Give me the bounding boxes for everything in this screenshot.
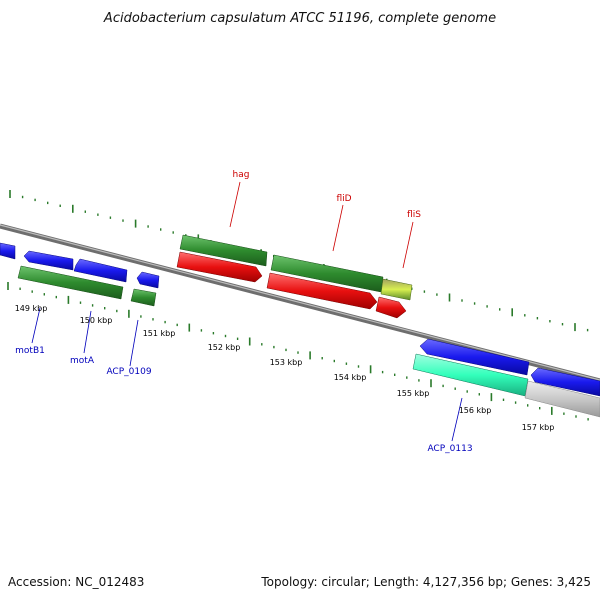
cds-bar-green[interactable] <box>130 288 157 307</box>
tick-label-156: 156 kbp <box>459 406 492 415</box>
tick-label-155: 155 kbp <box>397 389 430 398</box>
tick-label-151: 151 kbp <box>143 329 176 338</box>
topology-text: Topology: circular; Length: 4,127,356 bp… <box>260 575 591 589</box>
tick-label-150: 150 kbp <box>80 316 113 325</box>
gene-arrow-blue[interactable] <box>530 367 600 397</box>
gene-label-flis[interactable]: fliS <box>407 210 421 220</box>
gene-arrow-blue[interactable] <box>73 258 128 283</box>
gene-arrow-blue[interactable] <box>136 271 160 289</box>
gene-bar-gray[interactable] <box>524 380 600 418</box>
gene-label-flid[interactable]: fliD <box>336 194 351 204</box>
tick-label-152: 152 kbp <box>208 343 241 352</box>
inner-tick-ring <box>7 282 589 421</box>
gene-label-acp-0109[interactable]: ACP_0109 <box>106 367 151 377</box>
tick-label-149: 149 kbp <box>15 304 48 313</box>
gene-label-motb1[interactable]: motB1 <box>15 346 45 356</box>
blue-label-leaders <box>31 307 463 442</box>
cds-bar-green[interactable] <box>270 254 384 293</box>
tick-label-153: 153 kbp <box>270 358 303 367</box>
gene-label-hag[interactable]: hag <box>233 170 250 180</box>
accession-text: Accession: NC_012483 <box>8 575 144 589</box>
tick-label-157: 157 kbp <box>522 423 555 432</box>
tick-label-154: 154 kbp <box>334 373 367 382</box>
gene-arrow-red[interactable] <box>266 272 378 310</box>
gene-arrow-red[interactable] <box>375 296 407 319</box>
genome-title: Acidobacterium capsulatum ATCC 51196, co… <box>103 11 496 26</box>
gene-label-mota[interactable]: motA <box>70 356 95 366</box>
gene-arrow-blue[interactable] <box>419 338 530 376</box>
cds-bar-green[interactable] <box>17 265 124 300</box>
gene-bar-yellow[interactable] <box>380 278 413 301</box>
red-label-leaders <box>229 181 414 269</box>
gene-label-acp-0113[interactable]: ACP_0113 <box>427 444 472 454</box>
gene-bar-highlight[interactable] <box>412 353 529 397</box>
gene-arrow-blue[interactable] <box>23 250 74 271</box>
kbp-tick-labels: 149 kbp 150 kbp 151 kbp 152 kbp 153 kbp … <box>15 304 555 432</box>
gene-features[interactable] <box>0 234 600 418</box>
cds-bar-green[interactable] <box>179 234 268 267</box>
gene-arrow-red[interactable] <box>176 251 263 283</box>
gene-arrow-blue[interactable] <box>0 242 16 260</box>
